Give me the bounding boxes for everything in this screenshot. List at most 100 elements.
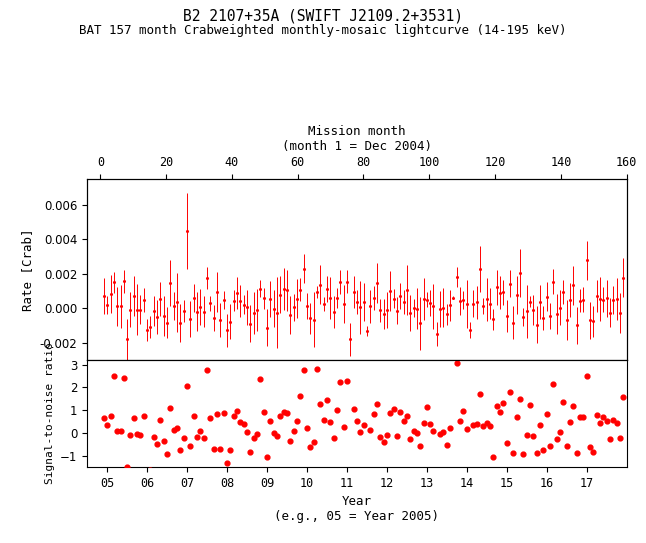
Point: [209, 445, 219, 453]
Point: [592, 411, 602, 420]
Point: [575, 413, 585, 421]
Point: [375, 432, 386, 441]
Point: [312, 365, 322, 374]
Point: [495, 407, 505, 416]
Point: [125, 430, 136, 439]
Point: [172, 424, 182, 433]
Point: [598, 413, 609, 421]
Point: [135, 431, 145, 439]
Point: [408, 427, 419, 435]
Point: [428, 426, 439, 435]
Point: [615, 434, 625, 443]
Point: [335, 378, 346, 387]
Point: [552, 435, 562, 444]
Point: [295, 392, 306, 400]
Point: [152, 440, 162, 449]
Point: [391, 432, 402, 441]
Point: [322, 395, 332, 404]
Point: [588, 448, 598, 457]
Point: [601, 416, 612, 425]
Point: [352, 416, 362, 425]
Point: [129, 414, 139, 422]
Point: [485, 422, 495, 431]
Point: [265, 416, 275, 425]
Point: [272, 431, 282, 440]
Point: [229, 412, 239, 421]
Point: [435, 430, 445, 438]
Point: [472, 420, 482, 429]
Point: [342, 377, 352, 386]
Point: [355, 428, 366, 437]
Point: [232, 407, 242, 416]
Point: [538, 446, 548, 454]
Point: [412, 429, 422, 438]
Point: [298, 365, 309, 374]
Point: [455, 416, 465, 425]
Point: [371, 399, 382, 408]
Point: [379, 438, 389, 446]
Point: [419, 419, 429, 427]
Point: [568, 402, 579, 411]
Point: [278, 408, 289, 416]
Point: [501, 439, 512, 448]
Point: [555, 427, 565, 436]
Point: [608, 415, 618, 424]
Point: [218, 408, 229, 417]
Point: [465, 488, 475, 497]
Point: [585, 443, 595, 452]
Point: [245, 447, 256, 456]
Point: [365, 426, 375, 434]
Point: [359, 421, 369, 430]
Point: [149, 432, 159, 441]
Point: [505, 387, 516, 396]
Point: [238, 420, 249, 429]
Point: [448, 233, 459, 242]
Point: [492, 402, 502, 411]
Point: [255, 375, 266, 384]
Point: [195, 427, 205, 435]
Point: [532, 449, 542, 457]
Point: [518, 450, 528, 458]
Point: [545, 441, 555, 450]
Point: [541, 410, 552, 419]
Point: [252, 430, 262, 439]
Point: [332, 405, 342, 414]
Point: [235, 418, 245, 426]
Point: [462, 425, 472, 433]
Point: [292, 417, 302, 426]
Point: [425, 419, 435, 428]
Point: [535, 420, 545, 429]
Point: [275, 412, 286, 420]
Point: [185, 442, 196, 451]
Point: [468, 420, 479, 429]
Point: [178, 433, 189, 442]
Point: [339, 423, 349, 432]
Point: [182, 382, 193, 391]
Point: [415, 441, 425, 450]
Point: [618, 393, 629, 402]
Text: BAT 157 month Crabweighted monthly-mosaic lightcurve (14-195 keV): BAT 157 month Crabweighted monthly-mosai…: [79, 24, 567, 37]
Point: [605, 435, 615, 444]
Point: [348, 405, 359, 413]
Point: [165, 403, 176, 412]
Point: [269, 428, 279, 437]
Point: [305, 443, 315, 452]
Point: [399, 416, 409, 425]
Point: [289, 427, 299, 435]
Point: [445, 424, 455, 433]
Point: [189, 412, 199, 421]
Point: [478, 421, 488, 430]
Point: [205, 414, 216, 422]
Point: [155, 416, 165, 425]
Point: [439, 428, 449, 437]
Point: [308, 438, 318, 446]
Text: B2 2107+35A (SWIFT J2109.2+3531): B2 2107+35A (SWIFT J2109.2+3531): [183, 8, 463, 23]
X-axis label: Mission month
(month 1 = Dec 2004): Mission month (month 1 = Dec 2004): [282, 124, 432, 153]
Point: [521, 431, 532, 439]
Point: [442, 441, 452, 450]
Point: [139, 412, 149, 420]
Point: [561, 442, 572, 451]
Point: [458, 407, 468, 415]
Point: [578, 413, 589, 421]
Point: [498, 399, 508, 408]
